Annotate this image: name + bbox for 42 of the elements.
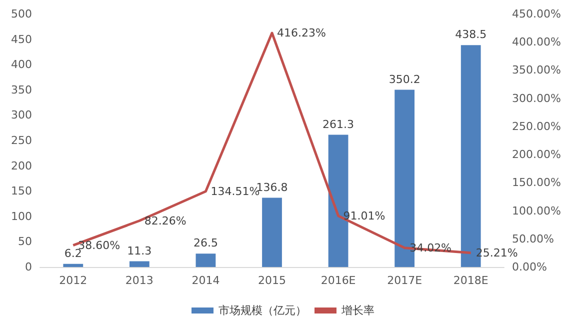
y-tick-label: 450	[11, 32, 32, 46]
x-tick-label: 2012	[59, 274, 88, 287]
data-label: 6.2	[64, 246, 82, 260]
y2-tick-label: 100.00%	[512, 204, 561, 218]
data-label: 26.5	[193, 236, 218, 250]
y-tick-label: 500	[11, 8, 32, 20]
y-tick-label: 350	[11, 83, 32, 96]
y-tick-label: 400	[11, 58, 32, 72]
y2-tick-label: 400.00%	[512, 36, 561, 49]
legend-label: 增长率	[340, 304, 374, 317]
bar	[129, 261, 150, 267]
y-tick-label: 0	[25, 260, 32, 274]
y2-tick-label: 350.00%	[512, 64, 561, 77]
data-label: 416.23%	[277, 26, 326, 40]
y-tick-label: 200	[11, 159, 32, 172]
y-tick-label: 100	[11, 210, 32, 223]
x-tick-label: 2018E	[453, 274, 488, 287]
bar	[262, 198, 282, 267]
y2-tick-label: 50.00%	[512, 232, 554, 246]
data-label: 350.2	[388, 72, 420, 86]
legend-label: 市场规模（亿元）	[218, 304, 306, 317]
y2-tick-label: 300.00%	[512, 92, 561, 105]
data-label: 438.5	[455, 28, 487, 42]
x-tick-label: 2015	[258, 274, 286, 287]
x-tick-label: 2017E	[387, 274, 422, 287]
data-label: 11.3	[127, 244, 152, 258]
data-label: 82.26%	[144, 214, 186, 228]
y2-tick-label: 0.00%	[512, 260, 547, 274]
y2-tick-label: 150.00%	[512, 176, 561, 190]
data-label: 261.3	[322, 118, 354, 131]
x-tick-label: 2016E	[320, 274, 356, 287]
y2-tick-label: 200.00%	[512, 148, 561, 162]
bar	[63, 264, 84, 267]
bar	[196, 254, 216, 267]
y-tick-label: 50	[18, 235, 32, 248]
y-tick-label: 300	[11, 108, 32, 122]
y2-tick-label: 450.00%	[512, 8, 561, 20]
y-tick-label: 150	[11, 184, 32, 198]
x-tick-label: 2014	[192, 274, 220, 287]
y-tick-label: 250	[11, 134, 32, 147]
y2-tick-label: 250.00%	[512, 120, 561, 133]
x-tick-label: 2013	[125, 274, 154, 287]
